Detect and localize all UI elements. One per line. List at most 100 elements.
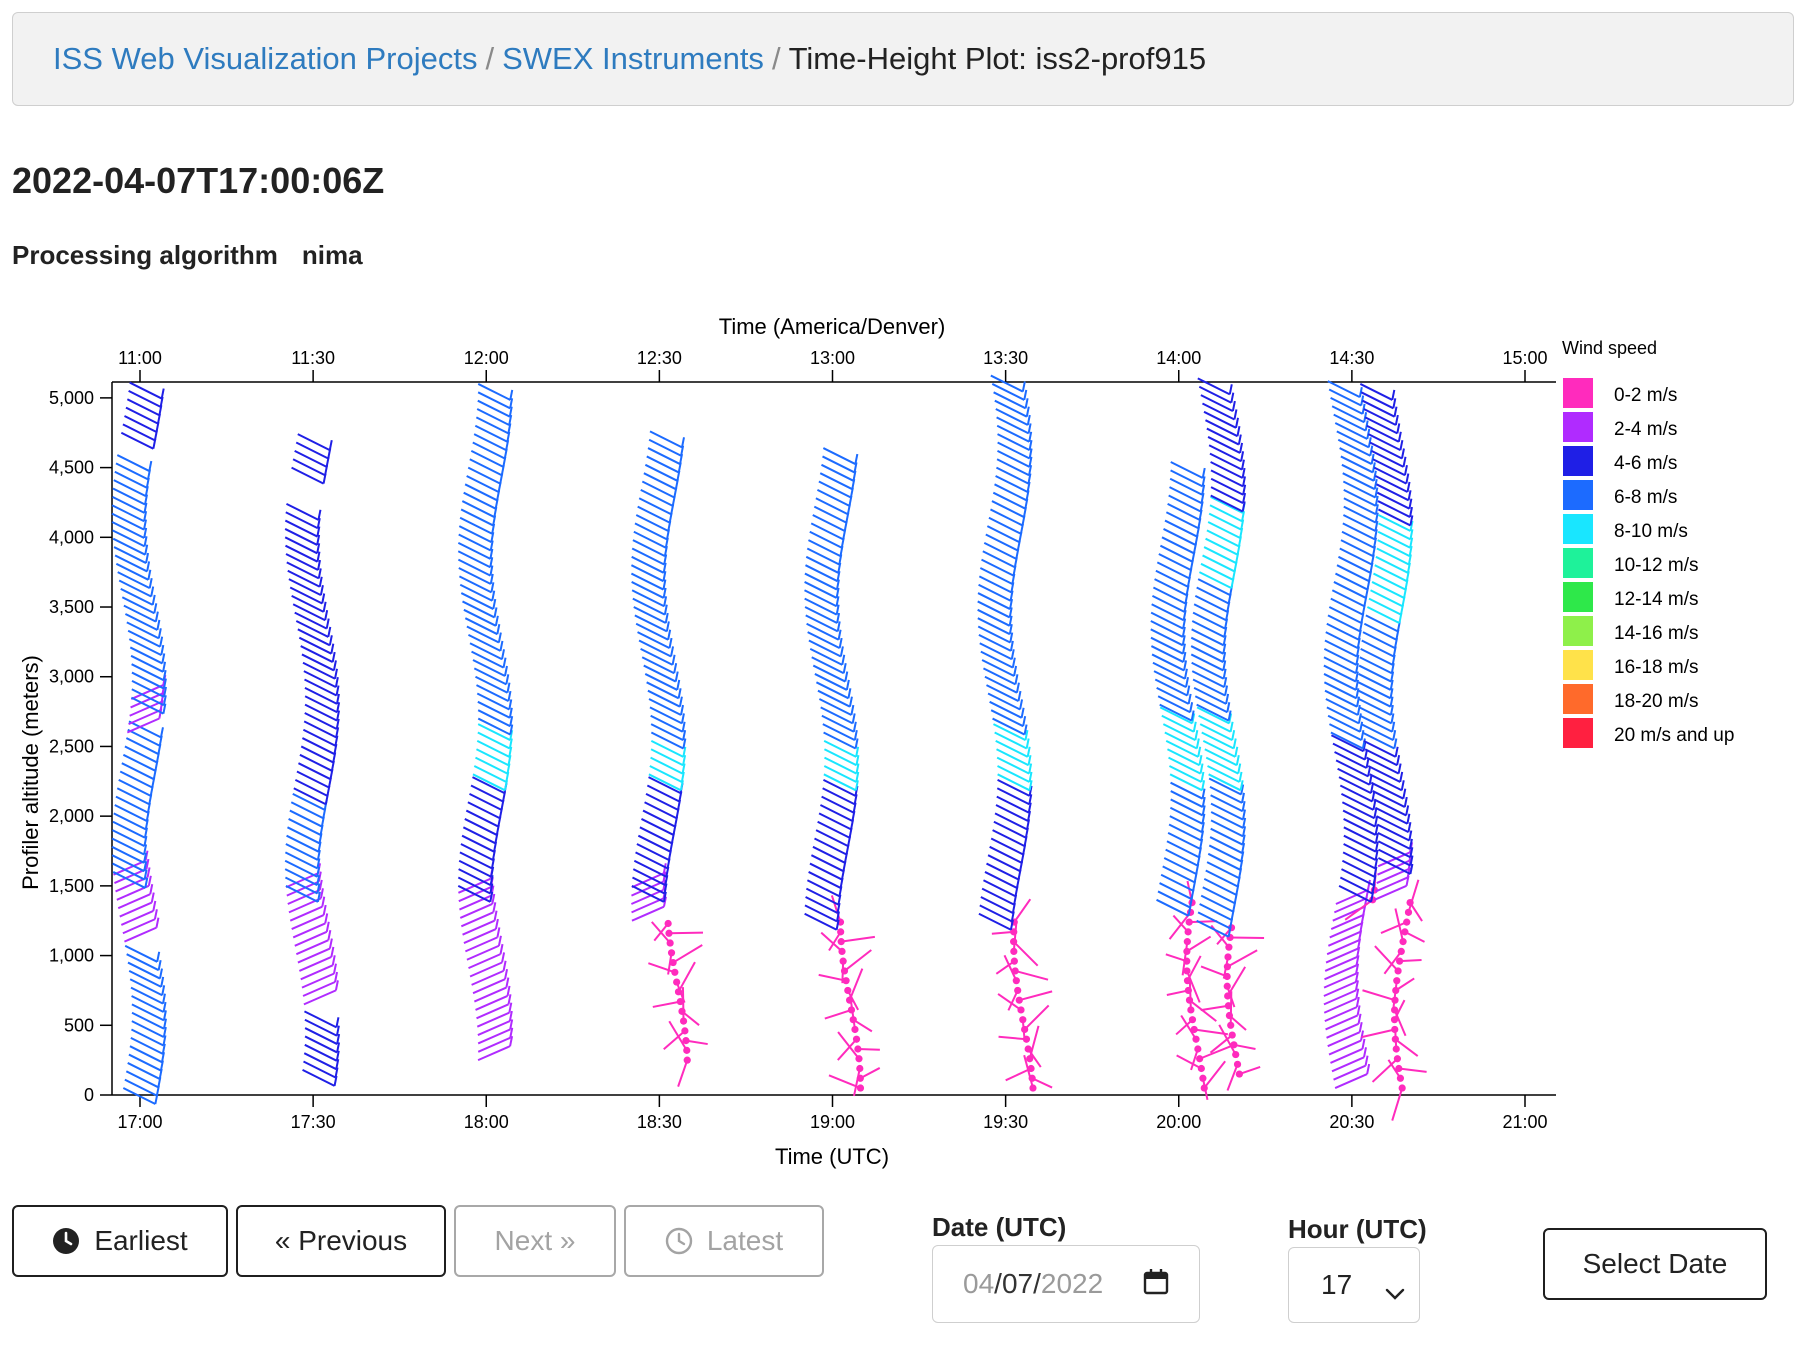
- wind-barb-dot: [1393, 1055, 1402, 1063]
- wind-barb-flag: [1018, 531, 1023, 543]
- wind-barb: [1365, 614, 1399, 633]
- wind-barb-dot: [679, 1017, 688, 1025]
- wind-barb: [1326, 622, 1360, 641]
- date-input[interactable]: 04/07/2022: [932, 1245, 1200, 1323]
- wind-barb: [458, 533, 492, 552]
- wind-barb-flag: [508, 707, 513, 719]
- wind-barb: [809, 530, 843, 549]
- wind-barb-dot: [669, 958, 677, 967]
- wind-barb: [304, 1010, 337, 1029]
- wind-barb: [458, 525, 492, 544]
- select-date-button[interactable]: Select Date: [1543, 1228, 1767, 1300]
- wind-barb-flag: [1025, 406, 1030, 417]
- wind-barb-flag: [502, 960, 507, 972]
- wind-barb-flag: [1364, 420, 1369, 431]
- wind-barb: [1181, 941, 1189, 976]
- wind-barb: [304, 686, 338, 705]
- wind-barb: [1191, 661, 1225, 680]
- wind-barb: [817, 689, 851, 708]
- wind-barb: [983, 879, 1016, 898]
- wind-barb: [120, 587, 154, 606]
- wind-barb: [284, 859, 318, 878]
- wind-barb-flag: [1242, 826, 1247, 837]
- wind-barb-flag: [668, 637, 673, 649]
- wind-barb: [993, 723, 1026, 742]
- wind-barb: [124, 415, 157, 433]
- wind-barb: [815, 681, 849, 700]
- wind-barb: [1192, 611, 1226, 630]
- wind-barb: [642, 809, 676, 828]
- wind-barb: [462, 919, 495, 936]
- top-tick-label: 14:00: [1156, 348, 1201, 368]
- wind-barb-flag: [1223, 676, 1228, 688]
- hour-select[interactable]: 17: [1288, 1247, 1420, 1323]
- wind-barb-dot: [1226, 933, 1234, 942]
- next-button[interactable]: Next »: [454, 1205, 616, 1277]
- wind-barb-flag: [1186, 685, 1191, 696]
- wind-barb: [301, 972, 335, 989]
- wind-barb: [129, 646, 163, 665]
- wind-barb: [1340, 792, 1374, 811]
- wind-barb: [1168, 756, 1201, 775]
- breadcrumb-link-swex[interactable]: SWEX Instruments: [502, 41, 764, 76]
- wind-barb: [978, 634, 1012, 652]
- wind-barb-flag: [1355, 679, 1359, 691]
- wind-barb-flag: [680, 713, 685, 724]
- wind-barb: [126, 621, 160, 640]
- wind-barb: [1335, 759, 1369, 778]
- wind-barb-flag: [1229, 918, 1234, 929]
- wind-barb-flag: [1393, 406, 1398, 417]
- wind-barb: [1367, 765, 1401, 783]
- wind-barb-flag: [1240, 459, 1245, 470]
- wind-barb-flag: [1374, 504, 1379, 515]
- wind-barb: [457, 541, 491, 560]
- wind-barb: [1330, 731, 1364, 750]
- wind-barb: [1230, 936, 1265, 940]
- latest-button[interactable]: Latest: [624, 1205, 824, 1277]
- wind-barb: [1167, 748, 1200, 767]
- wind-barb: [990, 374, 1024, 393]
- wind-barb-dot: [855, 1055, 863, 1063]
- wind-barb-flag: [1369, 445, 1374, 456]
- wind-barb-flag: [161, 985, 166, 996]
- wind-barb: [476, 1003, 509, 1020]
- wind-barb-flag: [1363, 749, 1368, 760]
- wind-barb: [131, 1011, 165, 1030]
- wind-barb: [113, 546, 147, 564]
- calendar-icon[interactable]: [1143, 1268, 1169, 1303]
- wind-barb: [1210, 819, 1244, 838]
- barb-profile: [457, 383, 514, 1062]
- wind-barb: [466, 944, 500, 961]
- wind-barb-flag: [1195, 738, 1200, 749]
- wind-barb-dot: [838, 947, 846, 955]
- wind-barb-flag: [1009, 640, 1014, 652]
- wind-barb-flag: [1241, 792, 1245, 804]
- wind-barb-flag: [509, 1019, 514, 1030]
- wind-barb: [806, 547, 840, 566]
- wind-barb-flag: [1222, 651, 1227, 663]
- wind-barb-flag: [1027, 473, 1032, 484]
- wind-barb: [997, 993, 1022, 1011]
- wind-barb-flag: [1361, 1038, 1366, 1050]
- breadcrumb-link-projects[interactable]: ISS Web Visualization Projects: [53, 41, 478, 76]
- wind-barb: [477, 731, 511, 750]
- wind-barb-flag: [1022, 715, 1027, 727]
- wind-barb: [476, 748, 509, 767]
- earliest-button[interactable]: Earliest: [12, 1205, 228, 1277]
- wind-barb-flag: [328, 938, 333, 949]
- date-year: 2022: [1040, 1268, 1104, 1299]
- wind-barb-flag: [1373, 808, 1378, 819]
- wind-barb-flag: [1024, 729, 1029, 741]
- wind-barb-flag: [855, 755, 860, 766]
- wind-barb: [1339, 784, 1373, 803]
- wind-barb: [1362, 399, 1395, 418]
- wind-barb-flag: [143, 869, 148, 880]
- wind-barb-flag: [145, 552, 150, 564]
- barb-profile: [630, 430, 708, 1087]
- wind-barb: [1363, 622, 1397, 641]
- wind-barb: [631, 581, 665, 599]
- previous-button[interactable]: « Previous: [236, 1205, 446, 1277]
- wind-barb-flag: [838, 637, 843, 649]
- wind-barb: [1193, 686, 1227, 705]
- wind-barb: [991, 383, 1025, 401]
